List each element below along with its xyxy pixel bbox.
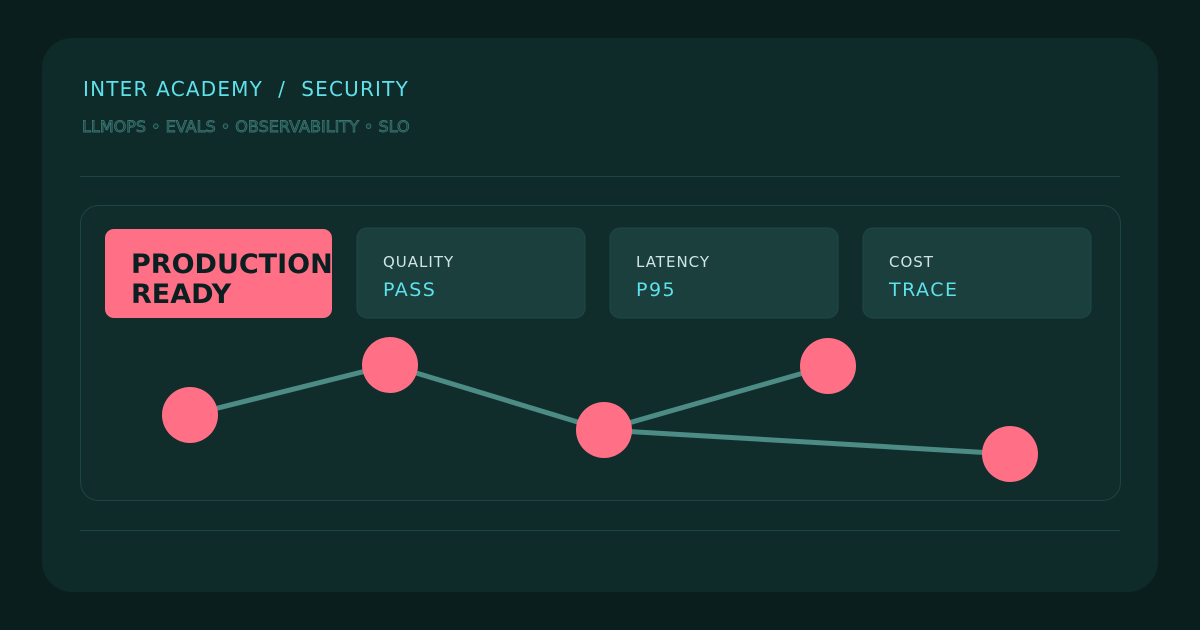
subtitle: LLMOPS • EVALS • OBSERVABILITY • SLO <box>82 117 410 136</box>
decor-line <box>162 337 1038 482</box>
dot <box>576 402 632 458</box>
metric-box <box>356 227 586 319</box>
metrics: QUALITY PASS LATENCY P95 COST TRACE <box>356 227 1092 319</box>
dot <box>982 426 1038 482</box>
badge-line: READY <box>131 279 232 310</box>
metric-box <box>609 227 839 319</box>
title: INTER ACADEMY / SECURITY <box>83 77 409 101</box>
badge <box>105 229 332 318</box>
dot <box>800 338 856 394</box>
metric-label: COST <box>889 253 934 271</box>
line <box>189 362 829 433</box>
dot <box>162 387 218 443</box>
metric-label: LATENCY <box>636 253 710 271</box>
metric-value: P95 <box>636 279 676 301</box>
metric-value: PASS <box>383 279 436 301</box>
dot <box>362 337 418 393</box>
metric-value: TRACE <box>888 279 958 301</box>
metric-box <box>862 227 1092 319</box>
metric-label: QUALITY <box>383 253 454 271</box>
badge-line: PRODUCTION <box>131 249 333 280</box>
panel <box>80 205 1121 501</box>
line <box>603 427 1011 457</box>
